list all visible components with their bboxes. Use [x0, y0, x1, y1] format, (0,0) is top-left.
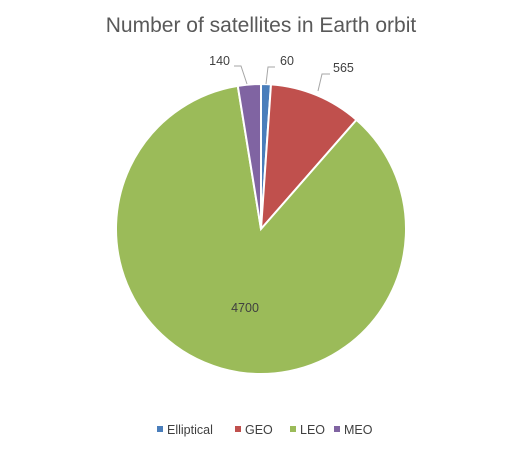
legend-item-meo: MEO — [334, 423, 373, 437]
legend-swatch-meo — [334, 426, 340, 432]
legend-item-elliptical: Elliptical — [157, 423, 213, 437]
leader-line-meo — [234, 65, 248, 85]
data-label-elliptical: 60 — [280, 54, 294, 68]
leader-line-elliptical — [265, 66, 275, 85]
data-label-leo: 4700 — [231, 301, 259, 315]
legend-item-geo: GEO — [235, 423, 273, 437]
data-label-geo: 565 — [333, 61, 354, 75]
legend-label-elliptical: Elliptical — [167, 423, 213, 437]
leader-line-geo — [317, 73, 330, 92]
legend-swatch-elliptical — [157, 426, 163, 432]
pie-slice-leo — [115, 84, 407, 375]
legend: Elliptical GEO LEO MEO — [157, 423, 373, 437]
leader-lines — [234, 65, 330, 92]
data-labels: 60 565 4700 140 — [209, 54, 354, 315]
pie-slice-meo — [236, 82, 262, 230]
pie-slices — [115, 82, 407, 375]
data-label-meo: 140 — [209, 54, 230, 68]
legend-label-meo: MEO — [344, 423, 373, 437]
legend-label-leo: LEO — [300, 423, 325, 437]
chart-title: Number of satellites in Earth orbit — [106, 14, 417, 37]
legend-label-geo: GEO — [245, 423, 273, 437]
legend-swatch-geo — [235, 426, 241, 432]
pie-slice-geo — [259, 83, 358, 232]
legend-item-leo: LEO — [290, 423, 325, 437]
legend-swatch-leo — [290, 426, 296, 432]
